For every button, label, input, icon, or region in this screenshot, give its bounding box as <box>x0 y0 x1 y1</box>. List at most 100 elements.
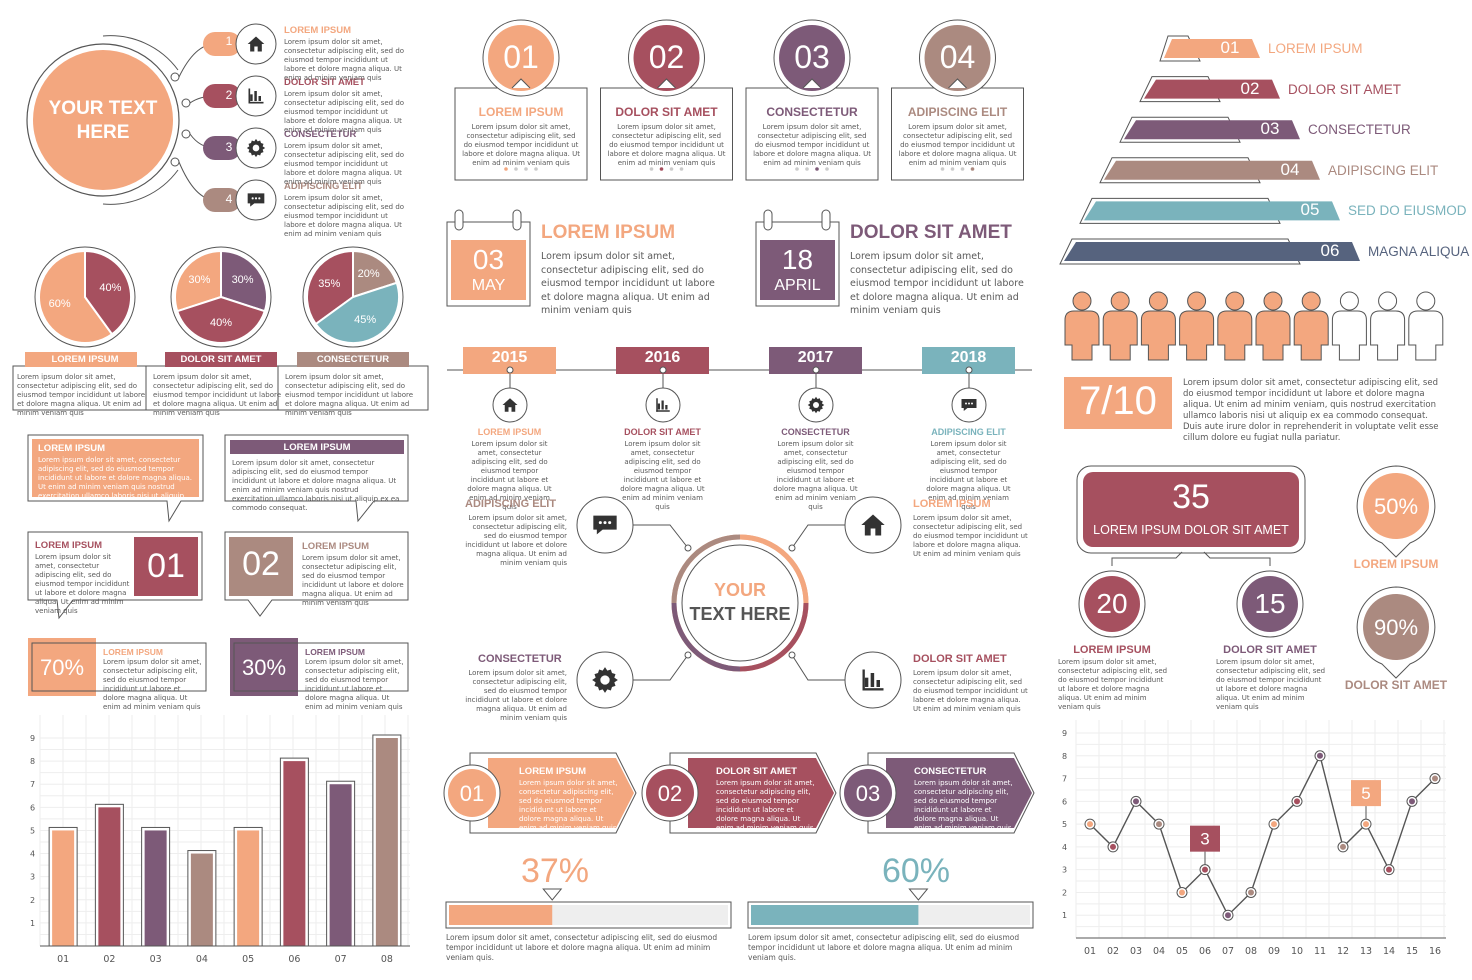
bar-chart-xtick: 03 <box>150 954 162 965</box>
bubble-4-text: Lorem ipsum dolor sit amet, consectetur … <box>302 554 404 607</box>
calendar-text-1: Lorem ipsum dolor sit amet, consectetur … <box>541 251 715 316</box>
org-right-value: 15 <box>1254 588 1286 619</box>
pyramid-label: LOREM IPSUM <box>1268 41 1363 56</box>
line-point-fill <box>1294 798 1300 805</box>
card-number: 01 <box>503 39 539 75</box>
pyramid-graphic <box>1059 35 1360 265</box>
card-dot <box>815 167 819 171</box>
person-head <box>1416 291 1436 311</box>
org-left-text: Lorem ipsum dolor sit amet, consectetur … <box>1058 658 1168 711</box>
percent-box-1-title: LOREM IPSUM <box>103 647 163 657</box>
pyramid-number: 03 <box>1260 119 1280 139</box>
progress-marker <box>908 888 929 901</box>
card-dot <box>970 167 975 171</box>
bar-chart-xtick: 02 <box>103 954 115 965</box>
card-circle <box>488 25 554 91</box>
line-point-fill <box>1248 889 1254 896</box>
line-chart-ytick: 4 <box>1062 843 1067 852</box>
bar-chart-xtick: 05 <box>242 954 254 965</box>
arrow-3-text: Lorem ipsum dolor sit amet, consectetur … <box>914 779 1013 832</box>
hub-title-2: LOREM IPSUM <box>913 498 991 510</box>
percent-box-1-value: 70% <box>39 655 85 680</box>
bubble-3-num: 01 <box>147 547 185 585</box>
pie-slice <box>175 295 267 344</box>
person-body <box>1217 310 1253 361</box>
percent-box-1-text: Lorem ipsum dolor sit amet, consectetur … <box>103 658 202 711</box>
pie-label: LOREM IPSUM <box>51 354 119 365</box>
progress-marker <box>542 888 563 901</box>
numbered-cards-graphic <box>454 19 1024 181</box>
bar-chart-ytick: 1 <box>30 919 35 928</box>
pyramid-label: SED DO EIUSMOD <box>1348 203 1467 219</box>
people-text: Lorem ipsum dolor sit amet, consectetur … <box>1183 378 1439 443</box>
circle-list-num-1: 1 <box>225 34 233 48</box>
pyramid-number: 04 <box>1280 159 1300 179</box>
card-dot <box>805 167 809 171</box>
bubble-4-title: LOREM IPSUM <box>302 541 370 552</box>
line-point-fill <box>1202 866 1208 873</box>
pie-charts-graphic <box>12 246 429 411</box>
circle-list-text-3: Lorem ipsum dolor sit amet, consectetur … <box>284 142 405 186</box>
pie-text-box <box>145 365 297 411</box>
hub-text-4: Lorem ipsum dolor sit amet, consectetur … <box>913 669 1028 713</box>
percent-box-2-title: LOREM IPSUM <box>305 647 365 657</box>
circle-list-title-3: CONSECTETUR <box>284 129 357 140</box>
timeline-title: LOREM IPSUM <box>477 427 542 437</box>
line-chart-xtick: 04 <box>1153 946 1165 957</box>
pie-label-bar <box>165 352 277 367</box>
line-point-fill <box>1087 821 1093 828</box>
pie-label: DOLOR SIT AMET <box>180 354 262 365</box>
circle-list-num-2: 2 <box>225 88 233 102</box>
bar-chart-ytick: 9 <box>30 734 35 743</box>
progress-fill <box>449 905 553 925</box>
person-head <box>1110 291 1130 311</box>
line-chart-ytick: 7 <box>1062 775 1067 784</box>
pyramid-number: 06 <box>1320 241 1340 260</box>
timeline-text: Lorem ipsum dolor sit amet, consectetur … <box>467 440 552 511</box>
hub-graphic <box>576 496 902 709</box>
card-dot <box>950 167 955 171</box>
pie-slice <box>314 281 400 344</box>
timeline-year: 2017 <box>797 349 834 366</box>
bar-chart-ytick: 4 <box>30 850 35 859</box>
bar-chart-xtick: 01 <box>57 954 69 965</box>
pie-text: Lorem ipsum dolor sit amet, consectetur … <box>17 373 146 417</box>
card-title: CONSECTETUR <box>766 105 858 119</box>
circle-list-title-1: LOREM IPSUM <box>284 25 352 36</box>
line-chart-ytick: 6 <box>1062 797 1067 806</box>
pyramid-step <box>1144 79 1280 99</box>
pie-slice-label: 35% <box>318 277 341 290</box>
calendar-title-1: LOREM IPSUM <box>541 222 676 243</box>
line-chart-xtick: 12 <box>1337 946 1349 957</box>
card-dot <box>679 167 684 171</box>
person-head <box>1187 291 1207 311</box>
person-body <box>1140 310 1176 361</box>
pie-slice-label: 30% <box>188 274 211 287</box>
pyramid-number: 02 <box>1240 78 1260 98</box>
card-number: 04 <box>939 39 976 75</box>
calendar-title-2: DOLOR SIT AMET <box>850 222 1012 243</box>
bar-chart-ytick: 3 <box>30 873 35 882</box>
person-head <box>1148 291 1168 311</box>
pyramid-label: MAGNA ALIQUA <box>1368 244 1470 259</box>
circle-list-title-4: ADIPISCING ELIT <box>284 181 363 192</box>
card-notch <box>948 78 967 89</box>
calendar-month-1: MAY <box>471 277 506 294</box>
bubble-1-title: LOREM IPSUM <box>38 443 106 454</box>
pyramid-label: ADIPISCING ELIT <box>1328 162 1439 178</box>
card-number: 02 <box>648 39 685 75</box>
progress-1-label: 37% <box>520 852 590 890</box>
pyramid-number: 01 <box>1220 38 1240 57</box>
card-dot <box>649 167 654 171</box>
line-point-fill <box>1110 843 1116 850</box>
bar-chart-ytick: 8 <box>30 757 35 766</box>
org-left-label: LOREM IPSUM <box>1073 644 1151 656</box>
bubble-4-num: 02 <box>242 545 280 583</box>
calendar-text-2: Lorem ipsum dolor sit amet, consectetur … <box>850 251 1024 316</box>
percent-box-2-text: Lorem ipsum dolor sit amet, consectetur … <box>305 658 404 711</box>
bar-chart: 1 2 3 4 5 6 7 8 9 01 02 03 04 05 06 07 08 <box>30 715 410 965</box>
line-point-fill <box>1409 798 1415 805</box>
hub-title-1: ADIPISCING ELIT <box>465 498 557 510</box>
person-head <box>1378 291 1398 311</box>
card-title: LOREM IPSUM <box>478 105 564 119</box>
